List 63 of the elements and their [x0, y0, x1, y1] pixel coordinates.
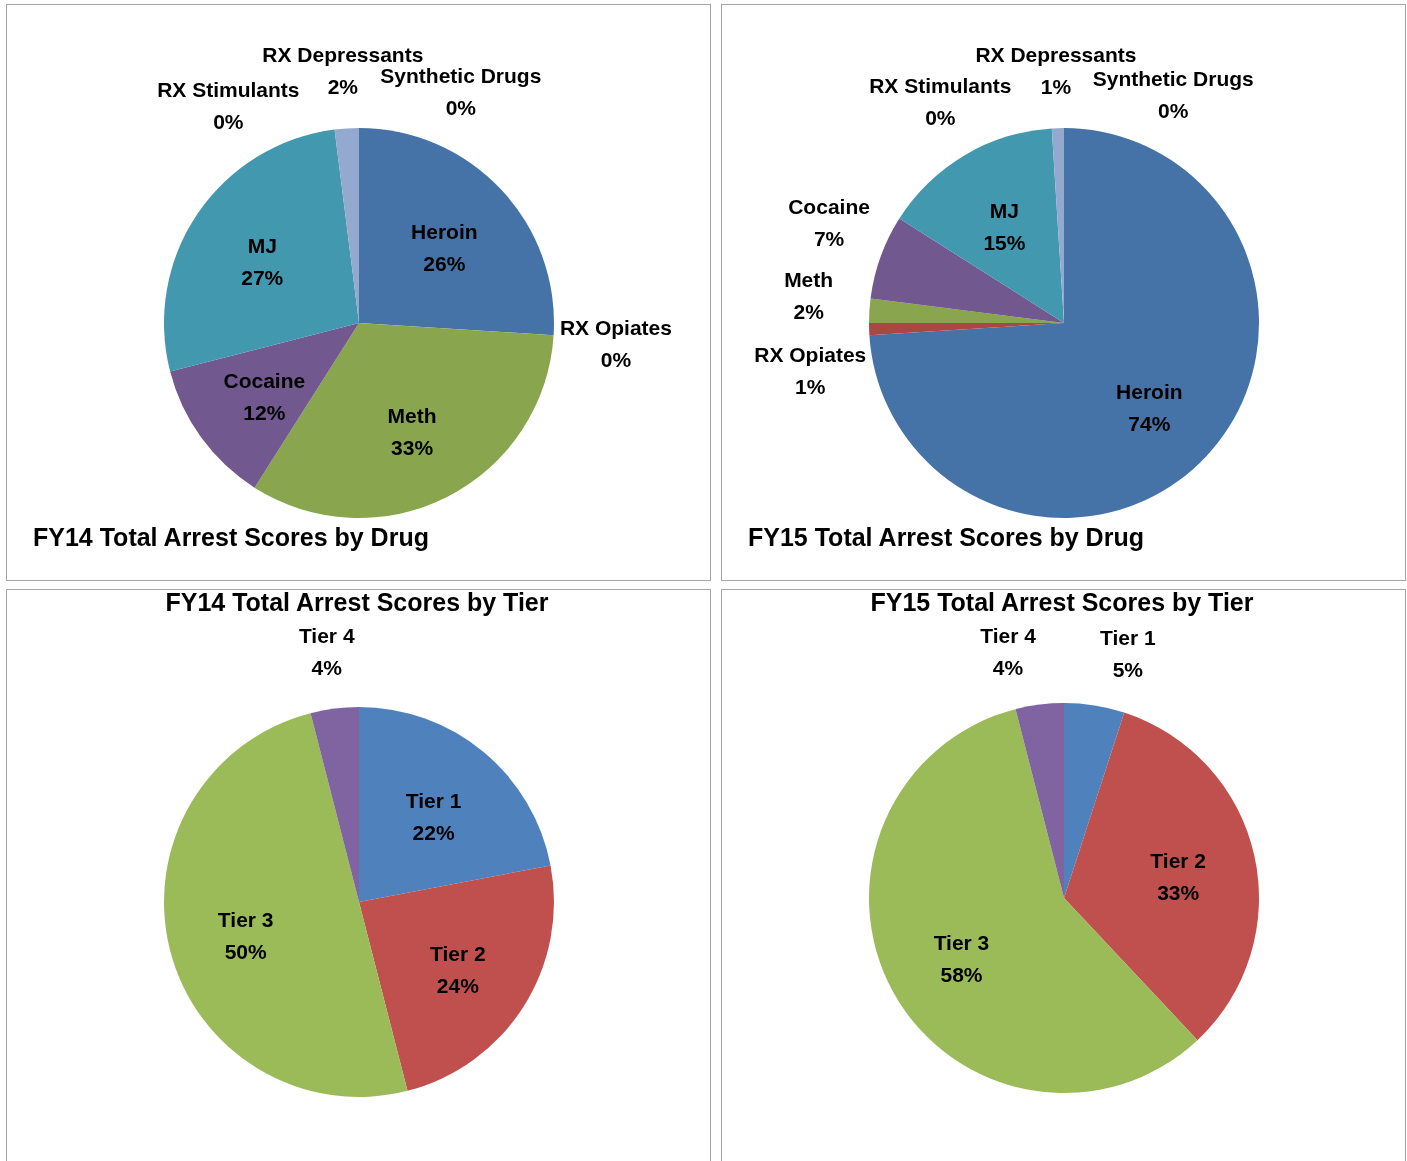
data-label: 7% — [813, 226, 845, 250]
slice-label: Cocaine — [788, 194, 870, 218]
pie-slice — [359, 128, 554, 336]
data-label: 2% — [793, 299, 825, 323]
data-label: 2% — [327, 75, 359, 99]
pie-slice — [1064, 703, 1125, 898]
pie-slice — [899, 128, 1064, 323]
data-label: 33% — [1157, 881, 1200, 905]
data-label: 5% — [1112, 657, 1144, 681]
text: 0% — [925, 106, 956, 130]
slice-label: Tier 4 — [298, 623, 355, 647]
slice-label: Heroin — [1116, 380, 1183, 404]
pie-slice — [164, 129, 359, 372]
pie-slice — [359, 707, 551, 902]
category-label: RX Stimulants — [869, 74, 1012, 98]
data-label: 24% — [436, 973, 480, 997]
pie-slice — [359, 865, 554, 1091]
data-label: 74% — [1128, 412, 1171, 436]
slice-label: MJ — [989, 199, 1020, 223]
slice-label: Tier 3 — [933, 931, 990, 955]
text: 0% — [600, 348, 632, 372]
slice-label: MJ — [247, 234, 277, 258]
data-label: 1% — [795, 375, 826, 399]
slice-label: Meth — [387, 404, 437, 428]
slice-label: Tier 1 — [1100, 625, 1156, 649]
slice-label: Tier 1 — [405, 788, 462, 812]
slice-label: RX Opiates — [754, 343, 867, 367]
data-label: 58% — [940, 963, 983, 987]
pie-slice — [170, 323, 359, 488]
slice-label: Meth — [784, 267, 834, 291]
pie-slice — [310, 707, 359, 902]
slice-label: Cocaine — [223, 368, 306, 392]
text: 0% — [213, 110, 244, 134]
data-label: 12% — [243, 400, 286, 424]
pie-slice — [869, 128, 1259, 518]
slice-label: Tier 2 — [1150, 849, 1207, 873]
pie-slice — [870, 218, 1064, 323]
pie-slice — [164, 713, 408, 1097]
slice-label: Tier 3 — [217, 908, 274, 932]
slice-label: Heroin — [411, 219, 478, 243]
data-label: 50% — [224, 940, 268, 964]
data-label: 26% — [423, 251, 466, 275]
category-label: Synthetic Drugs — [1092, 66, 1254, 90]
pie-slice — [1064, 712, 1259, 1041]
text: 0% — [445, 95, 477, 119]
data-label: 27% — [241, 266, 284, 290]
data-label: 4% — [311, 655, 343, 679]
chart-title: FY14 Total Arrest Scores by Tier — [165, 587, 549, 616]
data-label: 4% — [992, 655, 1024, 679]
category-label: RX Opiates — [559, 316, 672, 340]
text: FY15 Total Arrest Scores by Drug — [748, 523, 1144, 551]
slice-label: Tier 2 — [429, 941, 486, 965]
text: 0% — [1158, 98, 1189, 122]
data-label: 33% — [391, 436, 434, 460]
data-label: 22% — [412, 820, 455, 844]
category-label: RX Stimulants — [157, 78, 300, 102]
text: FY14 Total Arrest Scores by Drug — [33, 523, 429, 551]
chart-title: FY15 Total Arrest Scores by Tier — [870, 587, 1254, 616]
slice-label: Tier 4 — [980, 623, 1037, 647]
slice-label: RX Depressants — [975, 42, 1137, 66]
data-label: 15% — [983, 231, 1026, 255]
data-label: 1% — [1040, 74, 1072, 98]
pie-slice — [1015, 703, 1064, 898]
